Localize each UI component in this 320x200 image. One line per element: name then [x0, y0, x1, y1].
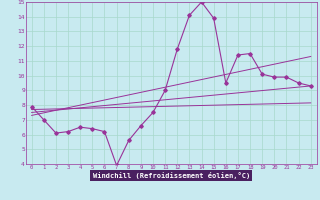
X-axis label: Windchill (Refroidissement éolien,°C): Windchill (Refroidissement éolien,°C) [92, 172, 250, 179]
